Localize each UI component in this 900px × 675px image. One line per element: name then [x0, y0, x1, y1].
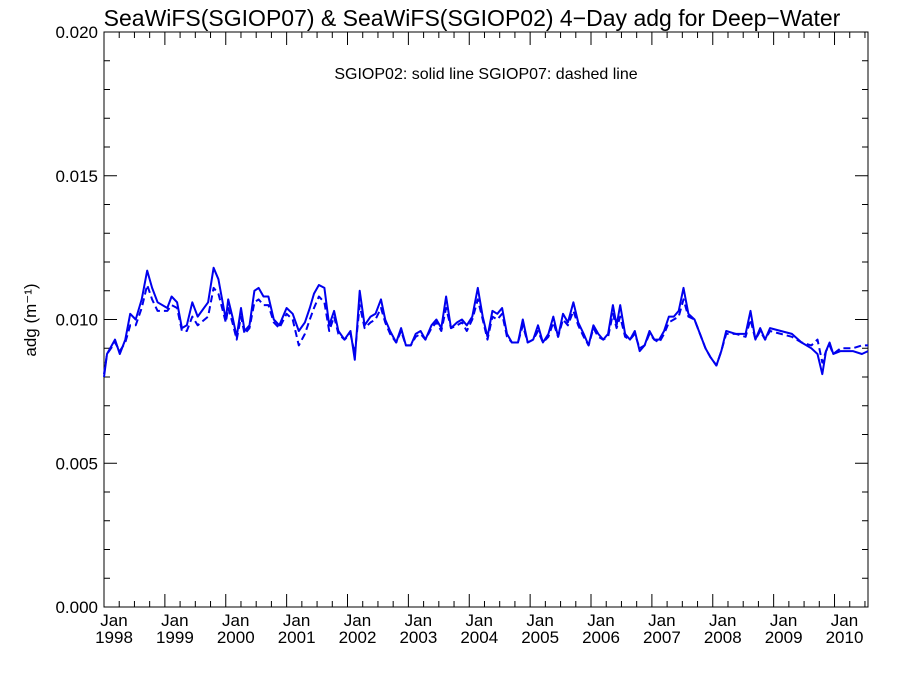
series-lines	[103, 266, 869, 378]
x-tick-year-label: 2004	[460, 628, 498, 647]
y-tick-label: 0.010	[55, 311, 98, 330]
x-tick-year-label: 1998	[95, 628, 133, 647]
x-tick-month-label: Jan	[344, 611, 371, 630]
tick-labels: 0.0000.0050.0100.0150.020Jan1998Jan1999J…	[55, 23, 863, 647]
y-tick-label: 0.015	[55, 167, 98, 186]
x-tick-month-label: Jan	[587, 611, 614, 630]
x-tick-year-label: 1999	[156, 628, 194, 647]
x-tick-year-label: 2009	[765, 628, 803, 647]
y-axis-label: adg (m⁻¹)	[21, 283, 40, 356]
x-tick-year-label: 2001	[278, 628, 316, 647]
y-tick-label: 0.000	[55, 598, 98, 617]
series-line-sgiop02	[103, 266, 869, 378]
x-tick-year-label: 2005	[521, 628, 559, 647]
x-tick-month-label: Jan	[466, 611, 493, 630]
x-tick-year-label: 2008	[704, 628, 742, 647]
chart-title: SeaWiFS(SGIOP07) & SeaWiFS(SGIOP02) 4−Da…	[104, 5, 841, 31]
series-line-sgiop07	[103, 284, 868, 375]
x-tick-year-label: 2003	[399, 628, 437, 647]
x-tick-year-label: 2010	[826, 628, 864, 647]
x-tick-month-label: Jan	[526, 611, 553, 630]
x-tick-month-label: Jan	[283, 611, 310, 630]
y-tick-label: 0.020	[55, 23, 98, 42]
x-tick-month-label: Jan	[222, 611, 249, 630]
x-tick-month-label: Jan	[161, 611, 188, 630]
x-tick-month-label: Jan	[100, 611, 127, 630]
plot-frame	[103, 31, 869, 608]
x-tick-month-label: Jan	[405, 611, 432, 630]
x-tick-month-label: Jan	[709, 611, 736, 630]
line-style-legend: SGIOP02: solid line SGIOP07: dashed line	[334, 66, 637, 83]
axis-ticks	[103, 31, 868, 608]
y-tick-label: 0.005	[55, 454, 98, 473]
x-tick-month-label: Jan	[831, 611, 858, 630]
x-tick-year-label: 2007	[643, 628, 681, 647]
x-tick-month-label: Jan	[648, 611, 675, 630]
x-tick-month-label: Jan	[770, 611, 797, 630]
x-tick-year-label: 2006	[582, 628, 620, 647]
x-tick-year-label: 2002	[339, 628, 377, 647]
x-tick-year-label: 2000	[217, 628, 255, 647]
